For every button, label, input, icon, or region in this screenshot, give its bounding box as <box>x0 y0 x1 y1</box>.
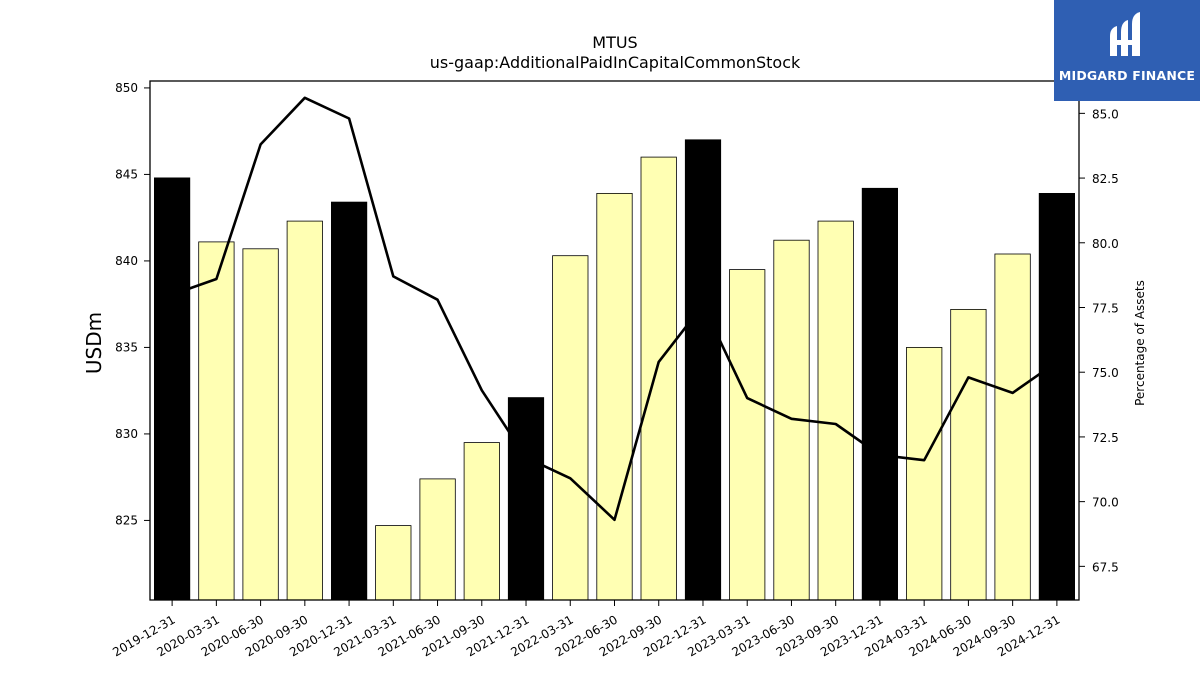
bar <box>375 525 412 601</box>
bar <box>906 346 943 601</box>
bar <box>507 397 545 601</box>
y2-tick-label: 70.0 <box>1092 496 1119 510</box>
line-series-group <box>171 96 1058 522</box>
bar <box>950 308 987 601</box>
bar <box>286 220 323 601</box>
bar <box>198 241 235 601</box>
y2-tick-label: 72.5 <box>1092 431 1119 445</box>
y2-tick-label: 80.0 <box>1092 237 1119 251</box>
y-axis-label: USDm <box>82 312 106 374</box>
bar <box>729 269 766 601</box>
logo-text: MIDGARD FINANCE <box>1058 68 1196 83</box>
bar <box>153 177 191 601</box>
chart-title: MTUS <box>592 33 637 52</box>
midgard-logo-icon <box>1110 12 1140 56</box>
y2-tick-label: 85.0 <box>1092 107 1119 121</box>
bar <box>861 187 899 601</box>
line-series <box>171 96 1058 522</box>
bar <box>994 253 1031 601</box>
y2-tick-label: 67.5 <box>1092 560 1119 574</box>
bar <box>330 201 368 601</box>
y-tick-label: 825 <box>115 513 138 527</box>
bar <box>419 478 456 601</box>
bar <box>463 442 500 601</box>
y-tick-label: 845 <box>115 167 138 181</box>
y-tick-label: 840 <box>115 254 138 268</box>
chart-subtitle: us-gaap:AdditionalPaidInCapitalCommonSto… <box>430 53 801 72</box>
y2-tick-label: 82.5 <box>1092 172 1119 186</box>
y2-tick-label: 75.0 <box>1092 366 1119 380</box>
bar <box>552 255 589 601</box>
bar <box>1038 192 1075 601</box>
y-tick-label: 850 <box>115 81 138 95</box>
bar <box>640 156 677 601</box>
bars-group <box>153 139 1075 601</box>
y-tick-label: 835 <box>115 340 138 354</box>
bar <box>242 248 279 601</box>
bar <box>596 192 633 601</box>
y2-axis-label: Percentage of Assets <box>1133 280 1147 406</box>
bar <box>817 220 854 601</box>
bar <box>684 139 722 601</box>
midgard-finance-logo: MIDGARD FINANCE <box>1054 0 1200 101</box>
y-tick-label: 830 <box>115 427 138 441</box>
y2-tick-label: 77.5 <box>1092 301 1119 315</box>
